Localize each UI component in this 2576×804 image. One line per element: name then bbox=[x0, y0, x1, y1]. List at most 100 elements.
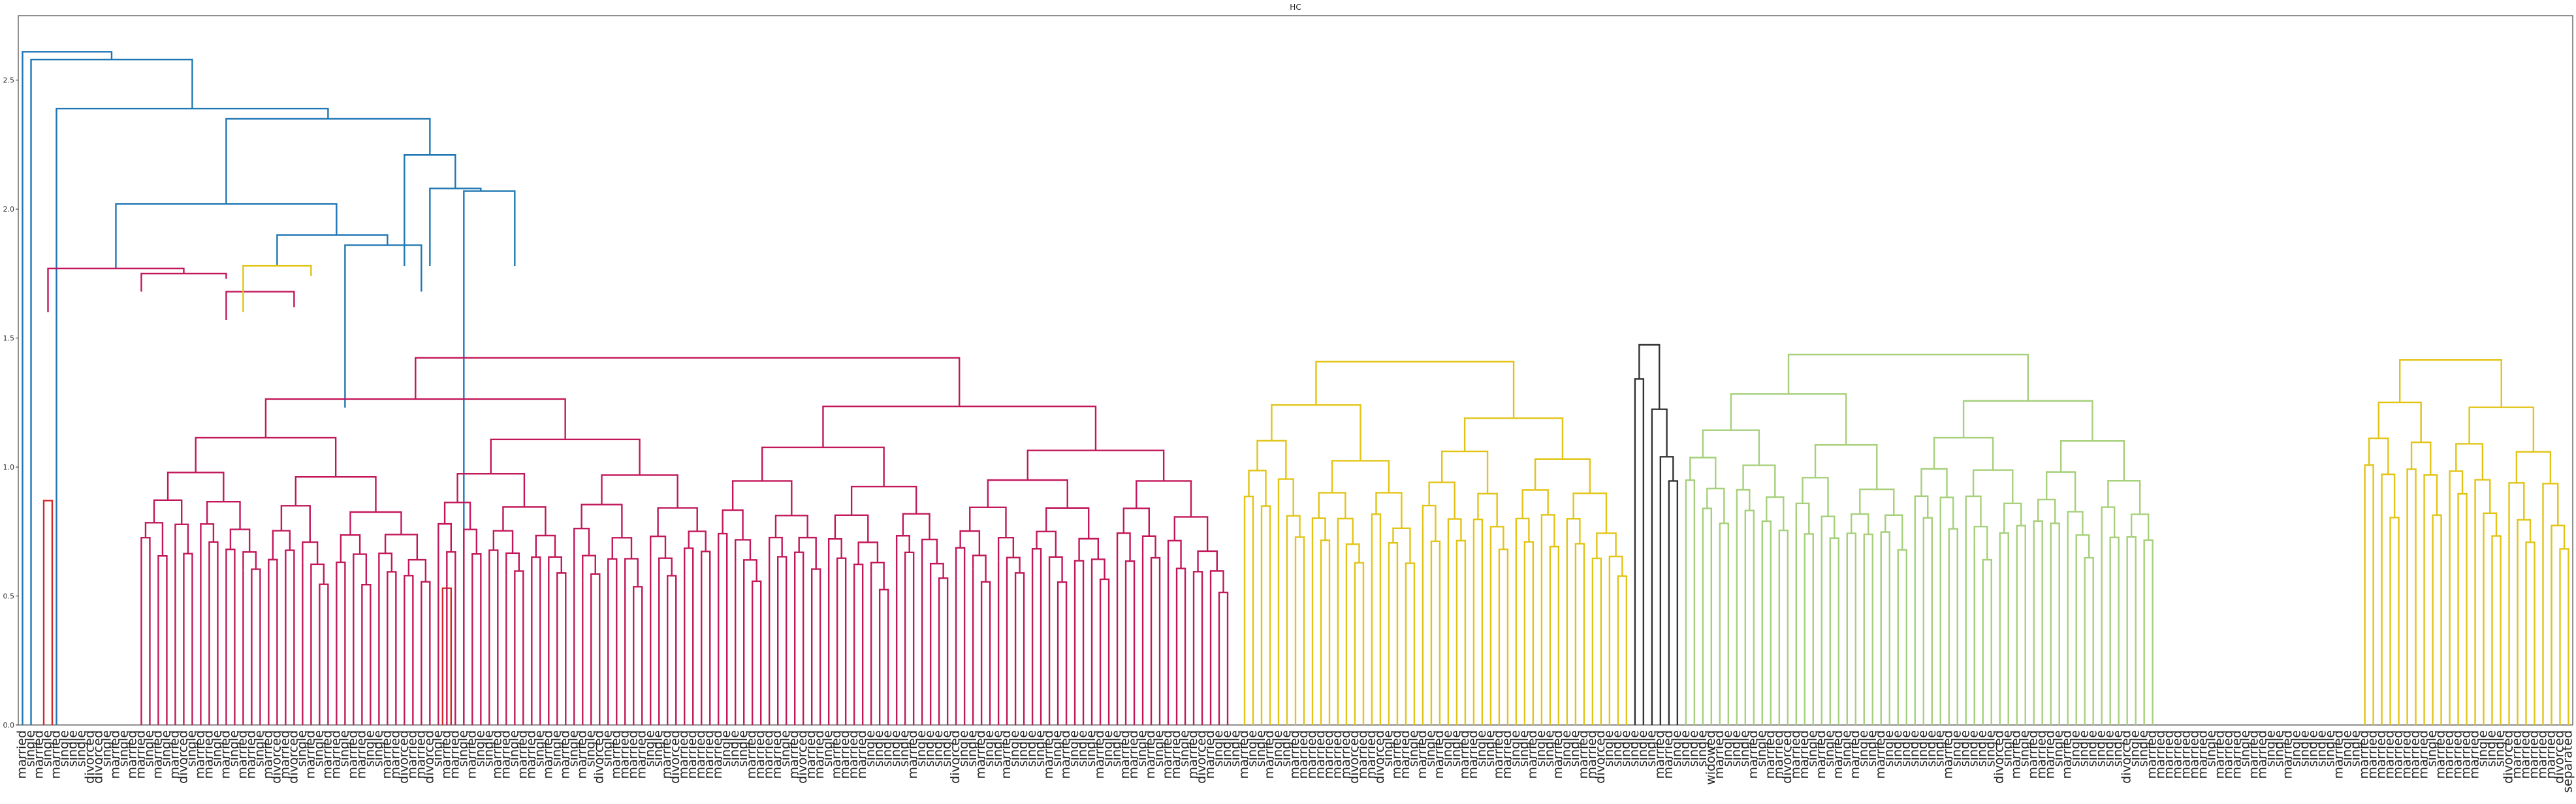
leaf-label: single bbox=[456, 730, 470, 767]
dendrogram-link bbox=[1124, 560, 1136, 725]
leaf-label: married bbox=[218, 730, 232, 779]
dendrogram-link bbox=[1260, 505, 1271, 725]
dendrogram-link bbox=[1939, 496, 1954, 529]
y-tick-label: 2.5 bbox=[3, 76, 15, 85]
leaf-label: single bbox=[1050, 730, 1064, 767]
dendrogram-link bbox=[1014, 572, 1025, 725]
leaf-label: married bbox=[1398, 730, 1412, 779]
leaf-label: married bbox=[1169, 730, 1183, 779]
leaf-label: widowed bbox=[1704, 730, 1718, 785]
dendrogram-link bbox=[340, 534, 361, 562]
leaf-label: single bbox=[1084, 730, 1098, 767]
leaf-label: married bbox=[1797, 730, 1811, 779]
leaf-label: divorced bbox=[1194, 730, 1209, 784]
dendrogram-link bbox=[1574, 543, 1585, 725]
leaf-label: married bbox=[48, 730, 63, 779]
leaf-label: single bbox=[2137, 730, 2151, 767]
dendrogram-link bbox=[822, 406, 1097, 451]
dendrogram-link bbox=[2517, 519, 2532, 543]
leaf-label: single bbox=[1177, 730, 1192, 767]
leaf-label: single bbox=[311, 730, 326, 767]
leaf-label: married bbox=[2179, 730, 2193, 779]
leaf-label: married bbox=[541, 730, 555, 779]
leaf-label: married bbox=[1763, 730, 1777, 779]
leaf-label: married bbox=[1831, 730, 1845, 779]
leaf-label: married bbox=[2035, 730, 2049, 779]
leaf-label: single bbox=[2103, 730, 2117, 767]
leaf-label: single bbox=[294, 730, 309, 767]
leaf-label: married bbox=[753, 730, 767, 779]
leaf-label: married bbox=[1585, 730, 1599, 779]
dendrogram-link bbox=[268, 558, 278, 725]
leaf-label: single bbox=[1381, 730, 1395, 767]
dendrogram-link bbox=[969, 506, 1007, 538]
leaf-label: single bbox=[1839, 730, 1854, 767]
leaf-label: single bbox=[65, 730, 80, 767]
leaf-label: single bbox=[1602, 730, 1616, 767]
leaf-label: married bbox=[498, 730, 513, 779]
leaf-label: single bbox=[1729, 730, 1743, 767]
dendrogram-link bbox=[1982, 558, 1992, 725]
leaf-label: single bbox=[1109, 730, 1124, 767]
leaf-label: single bbox=[889, 730, 903, 767]
leaf-label: married bbox=[2434, 730, 2448, 779]
leaf-label: married bbox=[2213, 730, 2227, 779]
leaf-label: married bbox=[1466, 730, 1480, 779]
dendrogram-link bbox=[1884, 514, 1903, 550]
dendrogram-link bbox=[1814, 443, 1878, 490]
leaf-label: single bbox=[1695, 730, 1709, 767]
leaf-label: single bbox=[116, 730, 131, 767]
leaf-label: married bbox=[1143, 730, 1158, 779]
dendrogram-link bbox=[1311, 517, 1326, 543]
dendrogram-link bbox=[1778, 529, 1789, 725]
leaf-label: single bbox=[1899, 730, 1913, 767]
leaf-label: single bbox=[371, 730, 385, 767]
dendrogram-link bbox=[1965, 495, 1982, 527]
dendrogram-link bbox=[1736, 489, 1751, 517]
dendrogram-link bbox=[1515, 517, 1530, 542]
leaf-label: single bbox=[1407, 730, 1421, 767]
leaf-label: single bbox=[1975, 730, 1990, 767]
dendrogram-link bbox=[242, 551, 257, 571]
leaf-label: divorced bbox=[91, 730, 105, 784]
dendrogram-link bbox=[938, 577, 949, 725]
dendrogram-link bbox=[387, 571, 397, 725]
leaf-label: single bbox=[1025, 730, 1039, 767]
dendrogram-link bbox=[2432, 514, 2442, 725]
dendrogram-link bbox=[959, 530, 981, 556]
leaf-label: single bbox=[2289, 730, 2304, 767]
leaf-label: single bbox=[2204, 730, 2219, 767]
leaf-label: single bbox=[1890, 730, 1905, 767]
leaf-label: single bbox=[957, 730, 971, 767]
dendrogram-link bbox=[853, 563, 864, 725]
leaf-label: divorced bbox=[2502, 730, 2516, 784]
dendrogram-link bbox=[463, 528, 478, 555]
dendrogram-link bbox=[810, 568, 821, 725]
leaf-label: single bbox=[1508, 730, 1523, 767]
leaf-label: single bbox=[1135, 730, 1149, 767]
chart-title: HC bbox=[1290, 3, 1301, 12]
leaf-label: married bbox=[31, 730, 46, 779]
leaf-label: married bbox=[2154, 730, 2168, 779]
dendrogram-link bbox=[310, 563, 325, 585]
leaf-label: single bbox=[1636, 730, 1650, 767]
dendrogram-link bbox=[353, 553, 368, 585]
leaf-label: single bbox=[583, 730, 597, 767]
leaf-label: single bbox=[2018, 730, 2032, 767]
leaf-label: married bbox=[2400, 730, 2414, 779]
dendrogram-link bbox=[1337, 517, 1354, 545]
dendrogram-link bbox=[731, 480, 793, 516]
dendrogram-link bbox=[1795, 502, 1810, 534]
leaf-label: married bbox=[303, 730, 317, 779]
dendrogram-link bbox=[2368, 437, 2389, 475]
dendrogram-link bbox=[2468, 406, 2535, 452]
leaf-label: single bbox=[1924, 730, 1939, 767]
leaf-label: married bbox=[693, 730, 708, 779]
leaf-label: single bbox=[142, 730, 156, 767]
leaf-label: single bbox=[2128, 730, 2142, 767]
leaf-label: married bbox=[617, 730, 631, 779]
leaf-label: married bbox=[846, 730, 861, 779]
leaf-label: single bbox=[1610, 730, 1625, 767]
dendrogram-link bbox=[264, 398, 566, 440]
dendrogram-link bbox=[902, 513, 930, 539]
